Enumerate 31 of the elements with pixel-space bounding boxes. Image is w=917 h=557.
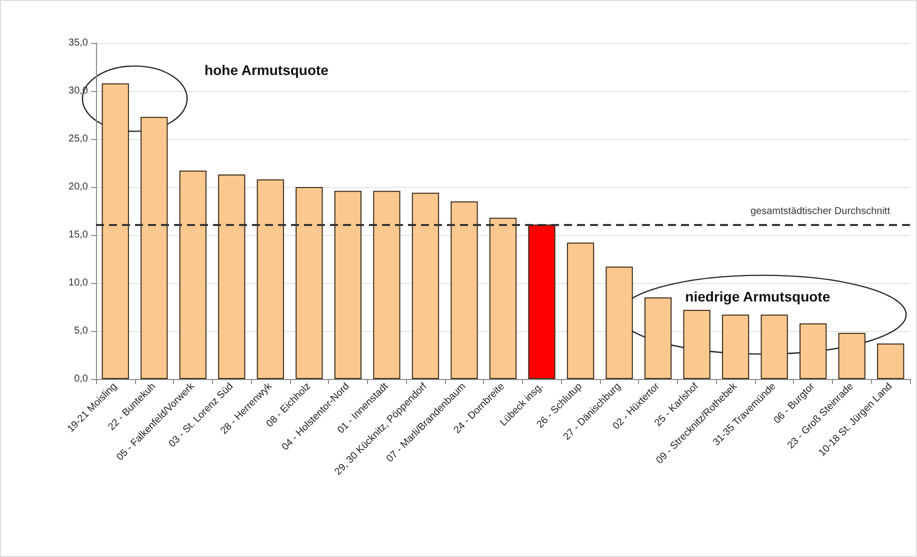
y-tick-label: 15,0: [68, 230, 88, 240]
y-tick-label: 25,0: [68, 134, 88, 144]
bar: [606, 266, 633, 379]
bar: [373, 190, 400, 379]
bar: [528, 224, 556, 379]
bar: [450, 201, 478, 379]
bar: [683, 310, 710, 379]
bar: [179, 170, 206, 379]
annotation: niedrige Armutsquote: [685, 288, 830, 304]
bar: [838, 332, 866, 379]
bar: [256, 179, 284, 379]
bar: [566, 242, 594, 379]
bar: [296, 187, 323, 379]
bar: [140, 116, 168, 379]
ref-line-label: gesamtstädtischer Durchschnitt: [750, 206, 890, 217]
bar: [644, 297, 672, 379]
bar: [760, 314, 788, 379]
y-tick-label: 20,0: [68, 182, 88, 192]
bar: [722, 314, 750, 379]
y-tick-label: 10,0: [68, 278, 88, 288]
bar: [218, 174, 246, 379]
bar: [102, 83, 129, 379]
bar: [877, 343, 904, 379]
annotation: hohe Armutsquote: [204, 62, 329, 78]
bar: [489, 218, 517, 379]
bar: [334, 190, 362, 379]
y-tick-label: 35,0: [68, 38, 88, 48]
y-tick-label: 0,0: [74, 374, 88, 384]
y-tick-label: 5,0: [74, 326, 88, 336]
bar: [412, 192, 440, 379]
bar: [800, 323, 827, 379]
